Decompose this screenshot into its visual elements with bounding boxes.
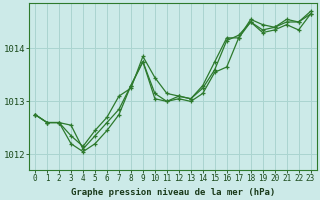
X-axis label: Graphe pression niveau de la mer (hPa): Graphe pression niveau de la mer (hPa): [71, 188, 275, 197]
